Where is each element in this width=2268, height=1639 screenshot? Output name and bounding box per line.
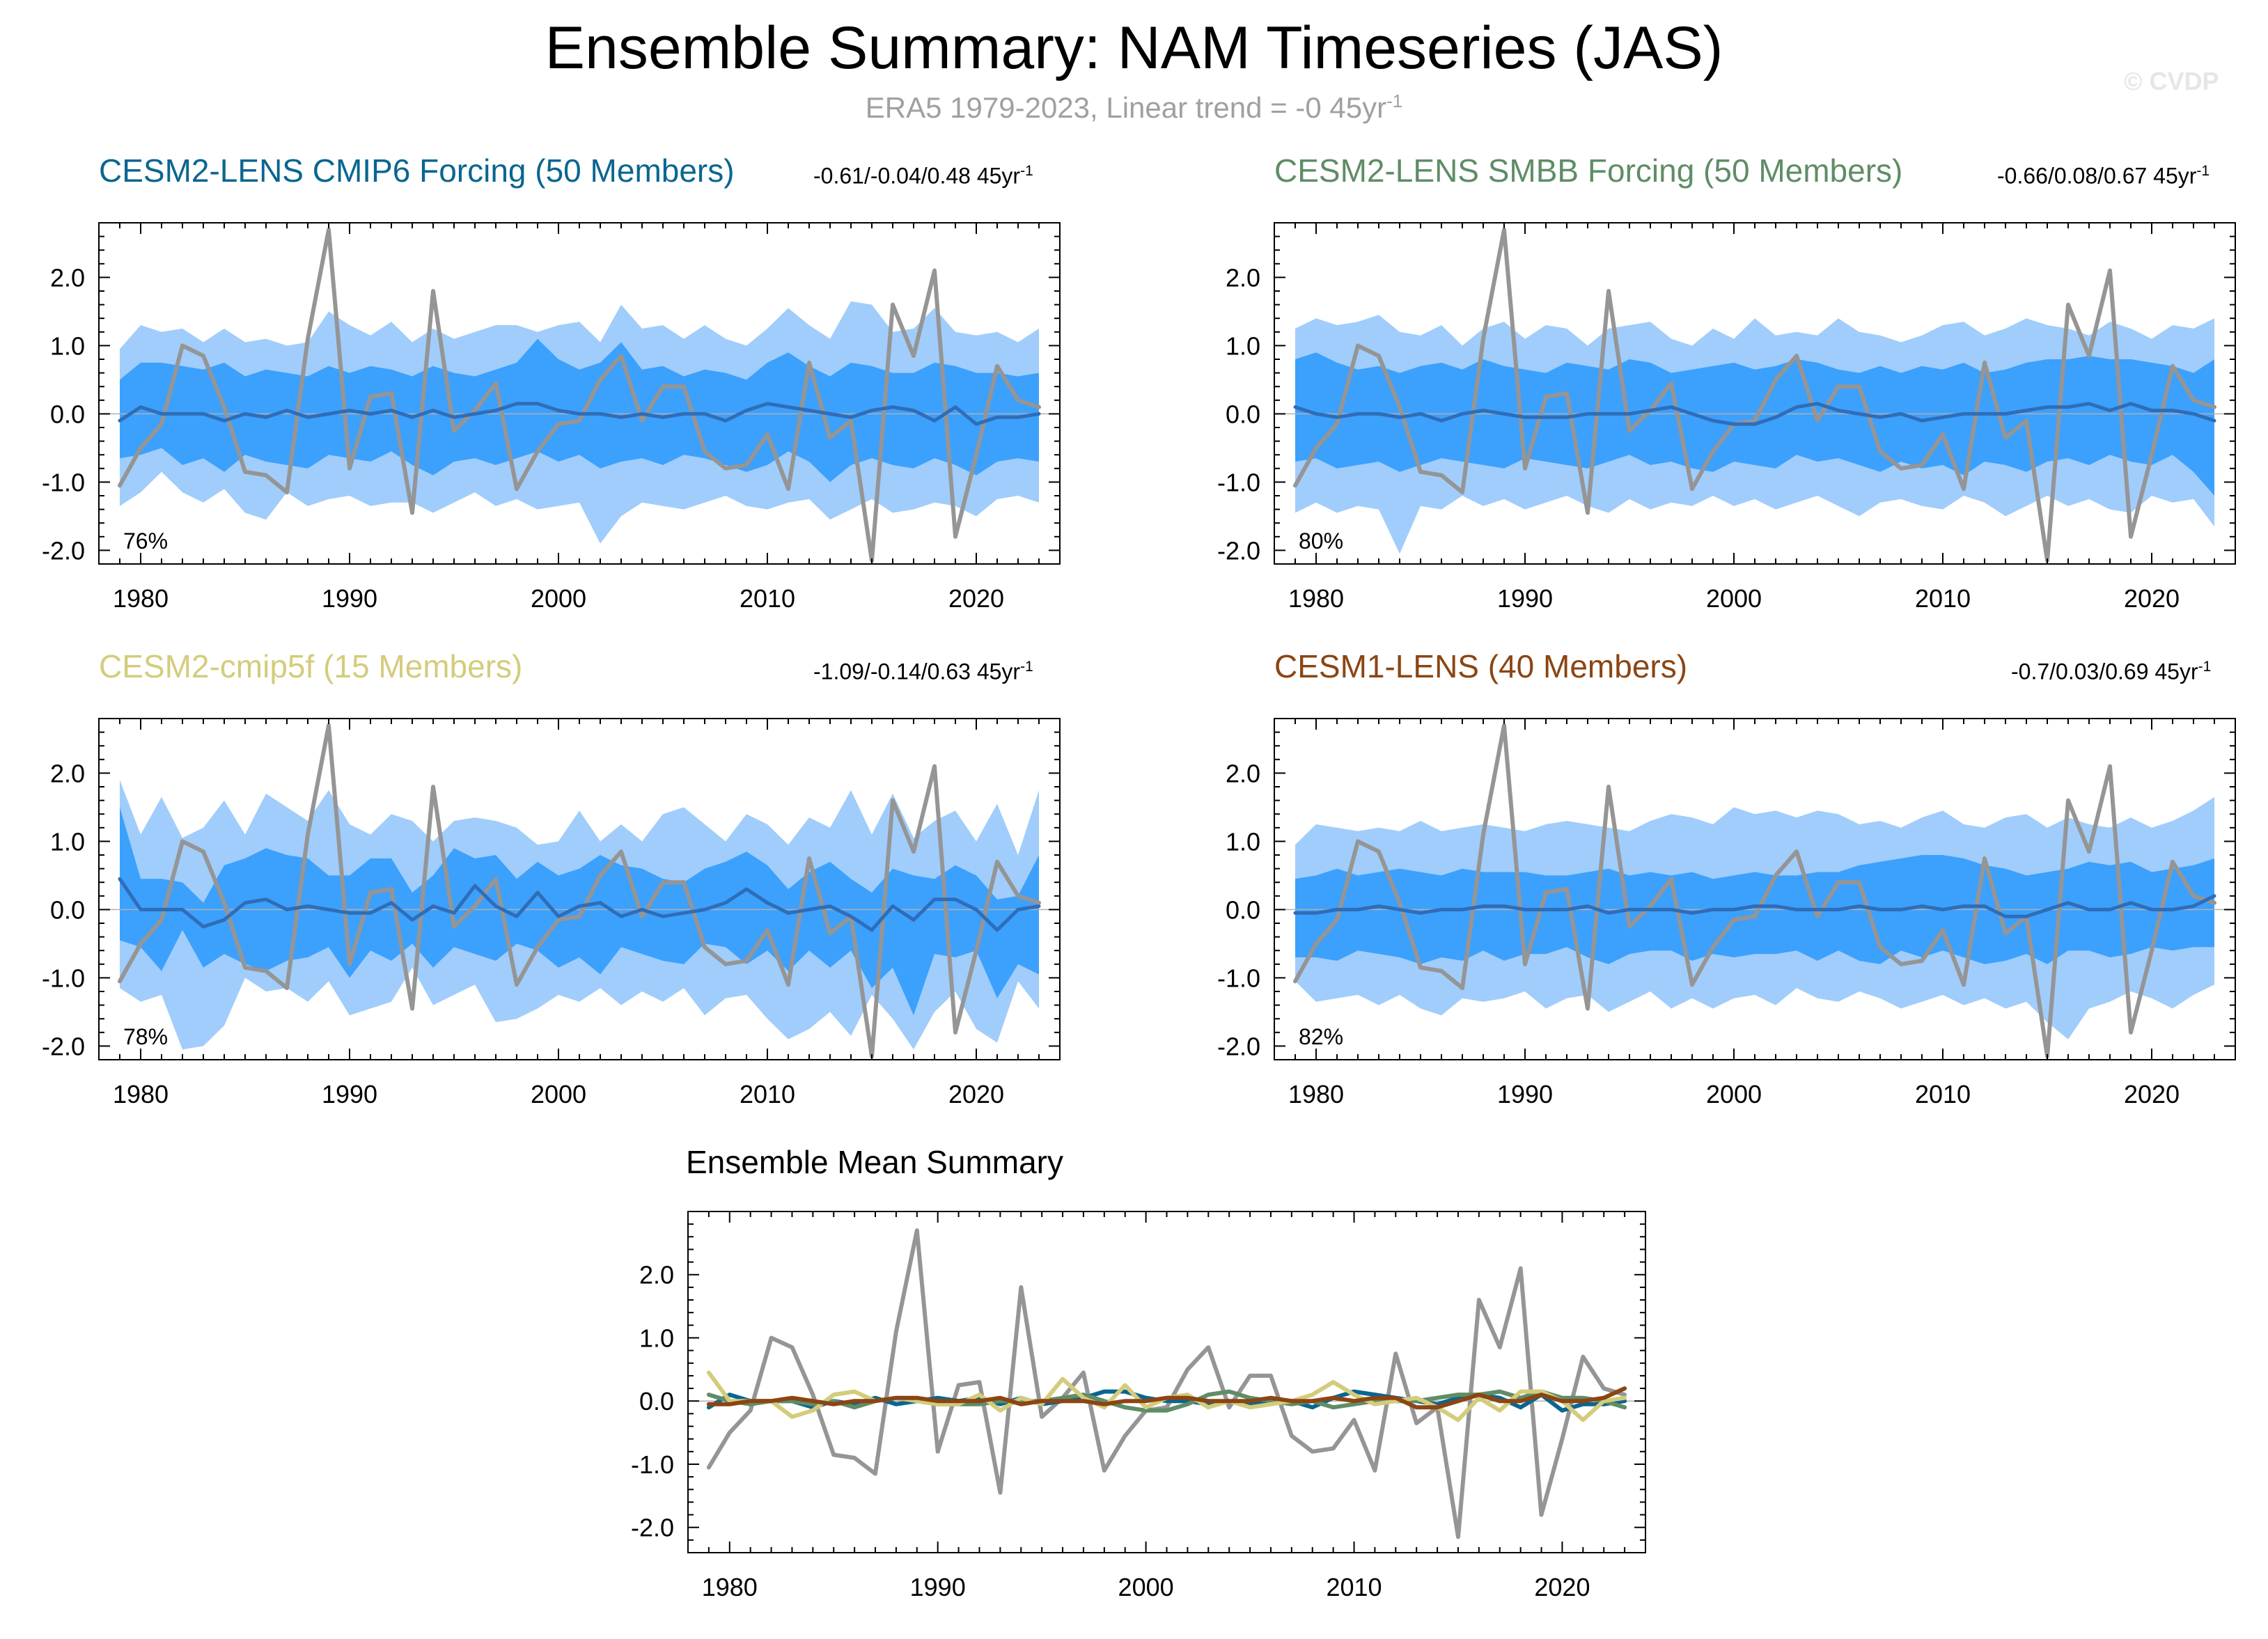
y-tick-label: 2.0 (50, 759, 85, 787)
y-tick-label: 0.0 (50, 400, 85, 428)
y-tick-label: -1.0 (631, 1450, 674, 1479)
y-tick-label: 1.0 (1226, 827, 1260, 856)
y-tick-label: -1.0 (1217, 964, 1260, 992)
y-tick-label: 0.0 (639, 1387, 674, 1416)
y-tick-label: 0.0 (1226, 400, 1260, 428)
panel-stats-cesm1-lens: -0.7/0.03/0.69 45yr-1 (2011, 659, 2211, 685)
panel-stats-cesm2-cmip5f: -1.09/-0.14/0.63 45yr-1 (813, 659, 1033, 685)
y-tick-label: 1.0 (50, 827, 85, 856)
x-tick-label: 1990 (1497, 584, 1553, 613)
y-tick-label: -1.0 (42, 468, 85, 496)
percent-label: 76% (123, 528, 168, 554)
y-tick-label: 0.0 (50, 895, 85, 924)
x-tick-label: 1990 (1497, 1080, 1553, 1108)
x-tick-label: 2010 (740, 584, 795, 613)
y-tick-label: 1.0 (1226, 331, 1260, 360)
panel-stats-text: -1.09/-0.14/0.63 45yr (813, 659, 1021, 684)
summary-series-line (706, 1386, 1627, 1410)
y-tick-label: -2.0 (42, 1032, 85, 1060)
x-tick-label: 1990 (322, 1080, 377, 1108)
x-tick-label: 2020 (948, 584, 1004, 613)
x-tick-label: 2000 (1118, 1573, 1174, 1601)
panel-stats-superscript: -1 (1020, 659, 1033, 675)
panel-title-cesm1-lens: CESM1-LENS (40 Members) (1274, 648, 1688, 684)
x-tick-label: 2020 (2124, 1080, 2180, 1108)
x-tick-label: 1980 (113, 1080, 169, 1108)
percent-label: 80% (1299, 528, 1343, 554)
panel-stats-cesm2-lens-smbb: -0.66/0.08/0.67 45yr-1 (1997, 163, 2210, 189)
percent-label: 78% (123, 1024, 168, 1049)
ensemble-panel-1: 76% 1980 1990 2000 2010 2020 2.0 1.0 0.0 -1.0 -2.0 (42, 222, 1061, 613)
observations-line (118, 227, 1041, 563)
x-tick-label: 2020 (948, 1080, 1004, 1108)
x-tick-label: 2020 (1534, 1573, 1590, 1601)
panel-stats-superscript: -1 (1020, 163, 1033, 179)
ensemble-panel-3: 78% 1980 1990 2000 2010 2020 2.0 1.0 0.0 -1.0 -2.0 (42, 718, 1061, 1108)
y-tick-label: 2.0 (50, 263, 85, 292)
y-tick-label: -2.0 (42, 536, 85, 565)
panel-stats-superscript: -1 (2196, 163, 2210, 179)
observations-line (1293, 227, 2216, 563)
y-tick-label: 2.0 (1226, 759, 1260, 787)
panel-title-cesm2-lens-smbb: CESM2-LENS SMBB Forcing (50 Members) (1274, 152, 1903, 189)
y-tick-label: 0.0 (1226, 895, 1260, 924)
x-tick-label: 2000 (1706, 584, 1762, 613)
x-tick-label: 1980 (113, 584, 169, 613)
x-tick-label: 1980 (1288, 1080, 1344, 1108)
subtitle-superscript: -1 (1386, 91, 1403, 111)
ensemble-mean-summary-title: Ensemble Mean Summary (686, 1144, 1063, 1180)
x-tick-label: 2000 (531, 584, 586, 613)
panel-stats-text: -0.7/0.03/0.69 45yr (2011, 659, 2198, 684)
panel-stats-text: -0.66/0.08/0.67 45yr (1997, 163, 2197, 189)
x-tick-label: 2010 (740, 1080, 795, 1108)
ensemble-mean-line (118, 877, 1041, 932)
y-tick-label: -2.0 (1217, 536, 1260, 565)
summary-series-line (706, 1228, 1627, 1539)
y-tick-label: -2.0 (1217, 1032, 1260, 1060)
x-tick-label: 1990 (910, 1573, 966, 1601)
x-tick-label: 2020 (2124, 584, 2180, 613)
page-title: Ensemble Summary: NAM Timeseries (JAS) (545, 15, 1723, 81)
ensemble-mean-line (1293, 894, 2216, 918)
x-tick-label: 2010 (1915, 1080, 1971, 1108)
y-tick-label: 2.0 (639, 1261, 674, 1289)
panel-stats-superscript: -1 (2198, 659, 2212, 675)
ensemble-panel-4: 82% 1980 1990 2000 2010 2020 2.0 1.0 0.0 -1.0 -2.0 (1217, 718, 2236, 1108)
ensemble-panel-2: 80% 1980 1990 2000 2010 2020 2.0 1.0 0.0 -1.0 -2.0 (1217, 222, 2236, 613)
plot-frame (687, 1211, 1646, 1553)
x-tick-label: 2010 (1915, 584, 1971, 613)
subtitle-text: ERA5 1979-2023, Linear trend = -0 45yr (865, 91, 1387, 124)
x-tick-label: 2000 (1706, 1080, 1762, 1108)
panel-stats-cesm2-lens-cmip6: -0.61/-0.04/0.48 45yr-1 (813, 163, 1033, 189)
ensemble-mean-line (118, 402, 1041, 426)
page-subtitle: ERA5 1979-2023, Linear trend = -0 45yr-1 (0, 91, 2268, 125)
ensemble-mean-summary-panel: 1980 1990 2000 2010 2020 2.0 1.0 0.0 -1.0 -2.0 (631, 1211, 1646, 1601)
y-tick-label: 1.0 (50, 331, 85, 360)
percent-label: 82% (1299, 1024, 1343, 1049)
x-tick-label: 1980 (1288, 584, 1344, 613)
watermark: © CVDP (2124, 67, 2219, 95)
x-tick-label: 1990 (322, 584, 377, 613)
x-tick-label: 2000 (531, 1080, 586, 1108)
x-tick-label: 2010 (1326, 1573, 1382, 1601)
observations-line (1293, 723, 2216, 1059)
y-tick-label: 1.0 (639, 1324, 674, 1352)
panel-stats-text: -0.61/-0.04/0.48 45yr (813, 163, 1021, 189)
observations-line (118, 723, 1041, 1059)
y-tick-label: -1.0 (42, 964, 85, 992)
y-tick-label: -1.0 (1217, 468, 1260, 496)
y-tick-label: 2.0 (1226, 263, 1260, 292)
x-tick-label: 1980 (702, 1573, 758, 1601)
panel-title-cesm2-cmip5f: CESM2-cmip5f (15 Members) (99, 648, 523, 684)
panel-title-cesm2-lens-cmip6: CESM2-LENS CMIP6 Forcing (50 Members) (99, 152, 735, 189)
ensemble-mean-line (1293, 402, 2216, 426)
y-tick-label: -2.0 (631, 1514, 674, 1542)
